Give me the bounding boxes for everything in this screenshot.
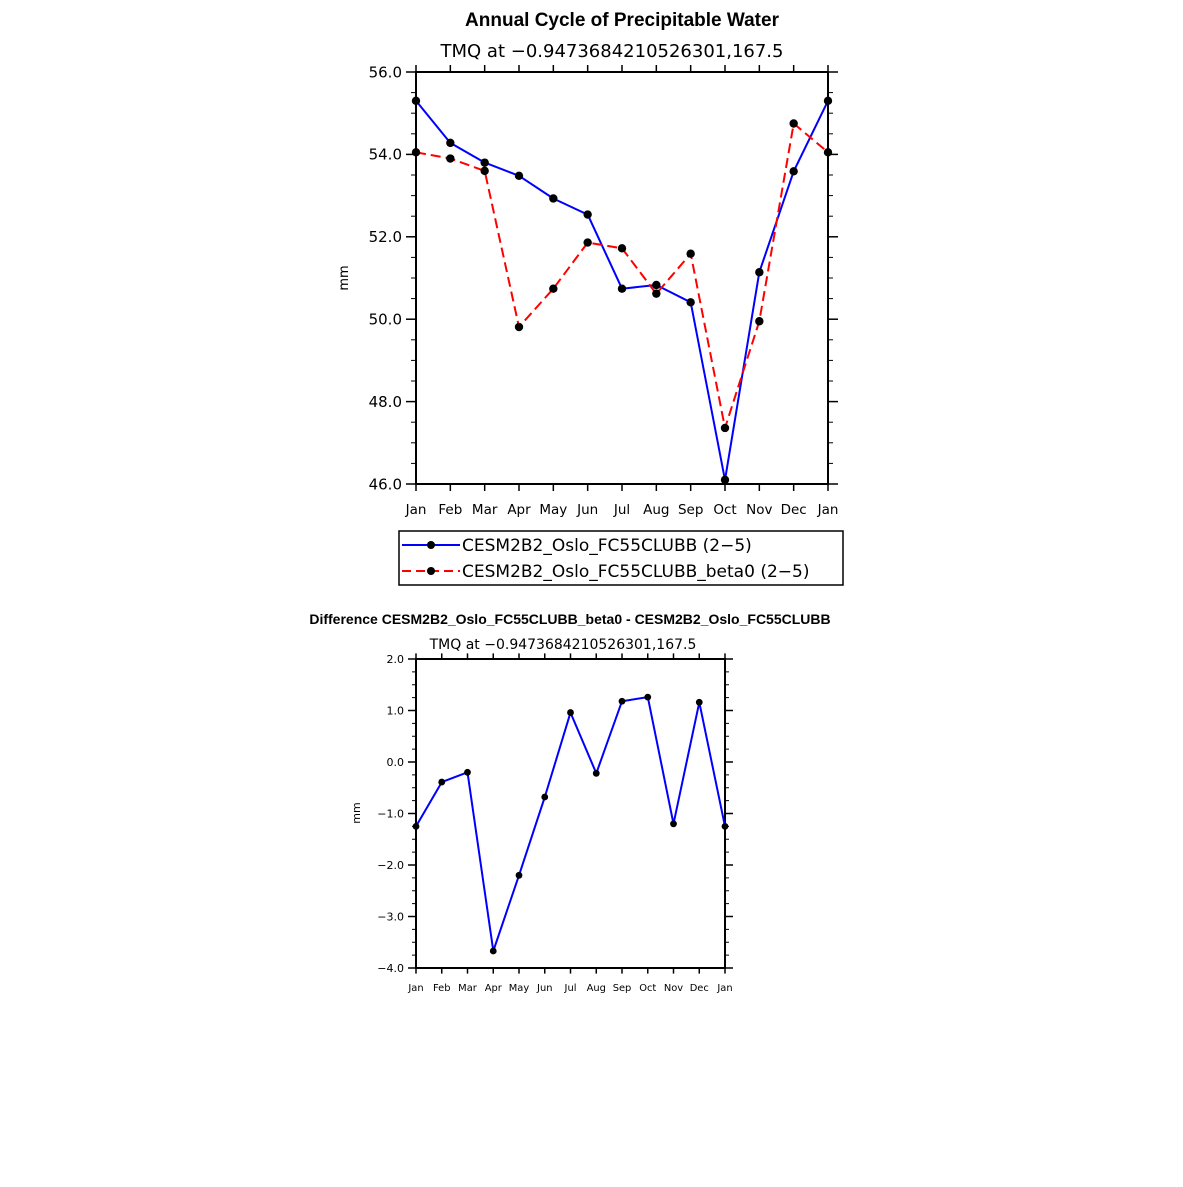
chart2-x-tick-label: Feb	[433, 983, 450, 994]
chart2-series-0-point	[438, 778, 446, 786]
chart2-x-tick-label: Aug	[587, 983, 606, 994]
chart1-y-tick-label: 50.0	[369, 310, 402, 328]
chart1-series-1-point	[446, 154, 455, 163]
chart1-series-0-point	[823, 96, 833, 106]
chart2-y-tick-label: −1.0	[377, 807, 404, 820]
chart2-series-0-point	[541, 793, 549, 801]
chart2-series-0-point	[489, 947, 497, 955]
legend-marker-series-0	[427, 541, 435, 549]
chart1-series-0-point	[411, 96, 421, 106]
chart1-series-1-point	[514, 322, 524, 332]
chart1-series-1-point	[411, 148, 421, 157]
chart1-x-tick-label: Jan	[405, 502, 427, 518]
chart1-series-0-point	[789, 167, 798, 176]
chart1-series-0-point	[480, 158, 489, 167]
chart1-subtitle: TMQ at −0.9473684210526301,167.5	[440, 41, 784, 62]
chart1-x-tick-label: Mar	[472, 502, 498, 518]
chart1-series-1-point	[617, 244, 627, 253]
chart2-subtitle: TMQ at −0.9473684210526301,167.5	[429, 637, 697, 653]
chart1-series-0-point	[755, 268, 764, 277]
chart1-series-1-point	[789, 119, 798, 128]
chart1-y-tick-label: 46.0	[369, 475, 402, 493]
chart2-x-tick-label: Jan	[716, 983, 732, 994]
chart1-x-tick-label: Sep	[678, 502, 703, 518]
chart1-x-tick-label: Aug	[643, 502, 669, 518]
chart2-x-tick-label: Nov	[664, 983, 683, 994]
chart2-x-tick-label: Jan	[407, 983, 423, 994]
chart1-x-tick-label: Jun	[576, 502, 598, 518]
chart1-x-tick-label: Apr	[507, 502, 531, 518]
chart2-y-tick-label: −3.0	[377, 910, 404, 923]
chart2-series-0-point	[412, 822, 420, 830]
chart2-x-tick-label: Mar	[458, 983, 478, 994]
chart2-x-tick-label: Jun	[536, 983, 552, 994]
chart1-series-1-point	[755, 317, 764, 326]
chart1-x-tick-label: May	[539, 502, 567, 518]
chart1-x-tick-label: Dec	[781, 502, 807, 518]
chart2-ylabel: mm	[350, 802, 363, 823]
chart1-series-0-point	[652, 280, 661, 290]
chart1-series-0-point	[720, 475, 730, 485]
chart1-series-1-point	[583, 238, 592, 247]
chart1-series-1-point	[480, 166, 489, 176]
chart2-series-0-point	[644, 693, 652, 701]
chart2-y-tick-label: 0.0	[387, 756, 405, 769]
chart1-series-1-line	[415, 122, 829, 429]
legend-label-series-1: CESM2B2_Oslo_FC55CLUBB_beta0 (2−5)	[462, 562, 809, 582]
chart1-x-tick-label: Nov	[746, 502, 772, 518]
chart1-x-tick-label: Jul	[613, 502, 630, 518]
chart2-series-0-point	[515, 871, 523, 879]
chart1-series-0-point	[446, 138, 455, 148]
chart2-y-tick-label: −4.0	[377, 962, 404, 975]
chart1-y-tick-label: 52.0	[369, 228, 402, 246]
chart1-title: Annual Cycle of Precipitable Water	[465, 10, 780, 31]
chart2-x-tick-label: Jul	[564, 983, 577, 994]
chart2-series-0-point	[567, 709, 574, 716]
chart1-series-1-point	[549, 284, 558, 293]
chart2-x-tick-label: Sep	[613, 983, 632, 994]
chart2-series-0-point	[618, 697, 626, 705]
chart1-series-1-point	[686, 249, 695, 258]
chart2-x-tick-label: Oct	[639, 983, 656, 994]
chart2-series-0-point	[670, 820, 677, 828]
chart2-title: Difference CESM2B2_Oslo_FC55CLUBB_beta0 …	[309, 611, 830, 627]
legend-label-series-0: CESM2B2_Oslo_FC55CLUBB (2−5)	[462, 536, 752, 556]
chart1-series-0-point	[583, 210, 592, 219]
chart1-series-1-point	[720, 423, 730, 433]
chart1-y-tick-label: 48.0	[369, 393, 402, 411]
legend-marker-series-1	[427, 567, 435, 575]
chart2-y-tick-label: 1.0	[387, 704, 405, 717]
legend-box	[398, 530, 844, 586]
chart1-y-tick-label: 56.0	[369, 63, 402, 81]
chart1-x-tick-label: Jan	[817, 502, 839, 518]
chart1-series-0-point	[549, 194, 558, 203]
chart1-series-1-point	[823, 148, 833, 157]
chart1-y-tick-label: 54.0	[369, 146, 402, 164]
chart1-series-0-point	[617, 284, 627, 293]
chart2-y-tick-label: −2.0	[377, 859, 404, 872]
chart1-series-1-point	[652, 289, 661, 298]
chart1-ylabel: mm	[337, 265, 352, 290]
chart2-x-tick-label: Dec	[690, 983, 709, 994]
chart1-series-0-point	[514, 171, 524, 181]
chart1-x-tick-label: Feb	[438, 502, 462, 518]
chart1-x-tick-label: Oct	[713, 502, 736, 518]
chart1-series-0-point	[686, 298, 695, 307]
chart2-series-0-line	[415, 696, 726, 952]
chart2-series-0-point	[721, 822, 729, 830]
chart2-series-0-point	[695, 698, 703, 706]
chart1-legend: CESM2B2_Oslo_FC55CLUBB (2−5) CESM2B2_Osl…	[398, 530, 844, 586]
chart2-x-tick-label: Apr	[485, 983, 503, 994]
chart2-x-tick-label: May	[509, 983, 530, 994]
chart2-y-tick-label: 2.0	[387, 653, 405, 666]
chart2-series-0-point	[464, 768, 471, 776]
chart2-plot-frame	[415, 658, 726, 969]
chart2-series-0-point	[592, 769, 600, 777]
